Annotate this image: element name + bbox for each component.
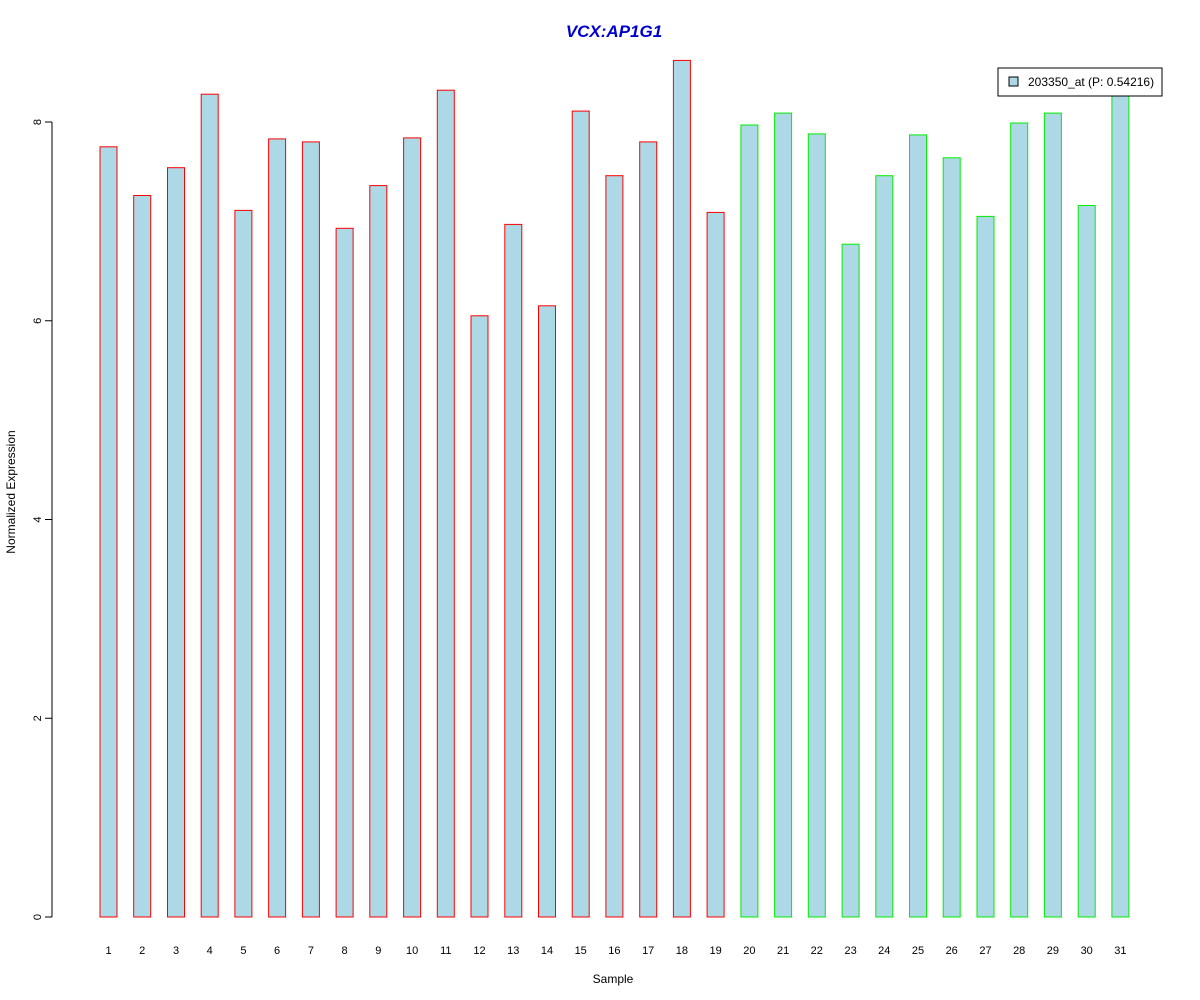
- legend: 203350_at (P: 0.54216): [997, 67, 1163, 97]
- x-tick-label: 22: [811, 945, 823, 957]
- bar-sample-22: [807, 133, 826, 918]
- bar-sample-15: [571, 110, 590, 918]
- x-tick-label: 24: [878, 945, 890, 957]
- y-axis: 0 2 4 6 8: [32, 119, 53, 920]
- x-tick-label: 9: [375, 945, 381, 957]
- bar-sample-25: [909, 134, 927, 918]
- bar-sample-14: [538, 305, 556, 918]
- x-tick-label: 14: [541, 945, 553, 957]
- y-tick-label: 0: [32, 914, 44, 920]
- bar-sample-2: [133, 195, 152, 918]
- chart-title: VCX:AP1G1: [566, 22, 662, 41]
- bar-sample-29: [1043, 112, 1062, 918]
- bar-sample-6: [268, 138, 287, 918]
- legend-box: [997, 67, 1163, 97]
- x-tick-label: 27: [979, 945, 991, 957]
- bar-sample-21: [774, 112, 793, 918]
- x-tick-label: 29: [1047, 945, 1059, 957]
- bar-sample-23: [841, 243, 860, 918]
- bar-sample-7: [301, 141, 320, 918]
- x-tick-label: 5: [240, 945, 246, 957]
- x-tick-label: 3: [173, 945, 179, 957]
- bar-sample-16: [605, 175, 624, 918]
- bar-sample-17: [639, 141, 658, 918]
- x-axis-title: Sample: [593, 972, 634, 986]
- x-tick-label: 21: [777, 945, 789, 957]
- bar-sample-1: [99, 146, 118, 918]
- x-tick-label: 1: [105, 945, 111, 957]
- bar-sample-12: [470, 315, 489, 918]
- bar-sample-27: [976, 215, 995, 918]
- y-tick-label: 2: [32, 715, 44, 721]
- x-tick-label: 23: [844, 945, 856, 957]
- x-tick-label: 4: [207, 945, 213, 957]
- x-tick-label: 30: [1081, 945, 1093, 957]
- legend-label: 203350_at (P: 0.54216): [1028, 75, 1154, 89]
- bar-sample-24: [875, 175, 894, 918]
- bar-sample-3: [167, 167, 185, 918]
- x-tick-label: 6: [274, 945, 280, 957]
- x-tick-label: 2: [139, 945, 145, 957]
- bar-sample-18: [672, 59, 691, 918]
- bar-sample-26: [942, 157, 961, 918]
- x-tick-label: 31: [1114, 945, 1126, 957]
- x-tick-label: 12: [473, 945, 485, 957]
- y-axis-title: Normalized Expression: [4, 430, 18, 553]
- bar-sample-31: [1111, 94, 1130, 918]
- x-tick-label: 7: [308, 945, 314, 957]
- bar-sample-30: [1077, 205, 1096, 918]
- x-tick-label: 16: [608, 945, 620, 957]
- bar-sample-20: [740, 124, 759, 918]
- x-tick-label: 25: [912, 945, 924, 957]
- x-tick-label: 17: [642, 945, 654, 957]
- x-tick-label: 15: [575, 945, 587, 957]
- bar-sample-5: [234, 209, 253, 918]
- bar-sample-8: [335, 227, 354, 918]
- bar-sample-9: [369, 185, 388, 918]
- x-tick-label: 20: [743, 945, 755, 957]
- bar-sample-19: [706, 211, 725, 918]
- legend-swatch: [1008, 76, 1019, 87]
- bar-sample-28: [1010, 122, 1029, 918]
- x-tick-labels: 1 2 3 4 5 6 7 8 9 10 11 12 13 14 15 16 17 18 19 20 21 22 23 24 2…: [105, 945, 1126, 957]
- x-tick-label: 18: [676, 945, 688, 957]
- y-tick-label: 8: [32, 119, 44, 125]
- bar-sample-10: [403, 137, 422, 918]
- y-tick-label: 4: [32, 516, 44, 522]
- x-tick-label: 19: [709, 945, 721, 957]
- x-tick-label: 11: [440, 945, 451, 957]
- bar-sample-11: [436, 89, 455, 918]
- x-tick-label: 13: [507, 945, 519, 957]
- x-tick-label: 8: [342, 945, 348, 957]
- bar-sample-13: [504, 223, 523, 918]
- x-tick-label: 26: [946, 945, 958, 957]
- bars: [99, 59, 1130, 918]
- bar-sample-4: [200, 93, 219, 918]
- x-tick-label: 28: [1013, 945, 1025, 957]
- x-tick-label: 10: [406, 945, 418, 957]
- y-tick-label: 6: [32, 318, 44, 324]
